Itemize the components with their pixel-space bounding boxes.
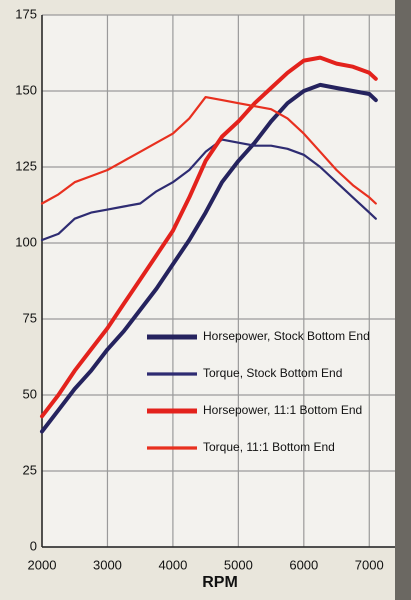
x-tick-label: 3000 [93,557,122,572]
series-line [40,82,378,434]
y-tick-label: 175 [15,6,37,21]
y-tick-label: 150 [15,82,37,97]
legend-label: Torque, 11:1 Bottom End [203,440,335,454]
y-tick-label: 75 [23,310,37,325]
y-tick-label: 100 [15,234,37,249]
x-tick-label: 5000 [224,557,253,572]
y-tick-label: 0 [30,538,37,553]
x-axis-label: RPM [202,574,238,591]
series-line [40,95,377,205]
legend-label: Torque, Stock Bottom End [203,366,342,380]
legend-label: Horsepower, 11:1 Bottom End [203,403,362,417]
y-tick-label: 25 [23,462,37,477]
x-tick-label: 2000 [28,557,57,572]
plot-area [42,15,395,547]
page-edge [395,0,411,600]
x-tick-label: 6000 [289,557,318,572]
legend-label: Horsepower, Stock Bottom End [203,329,370,343]
x-tick-label: 7000 [355,557,384,572]
series-line [40,55,378,419]
x-tick-label: 4000 [158,557,187,572]
y-tick-label: 125 [15,158,37,173]
y-tick-label: 50 [23,386,37,401]
